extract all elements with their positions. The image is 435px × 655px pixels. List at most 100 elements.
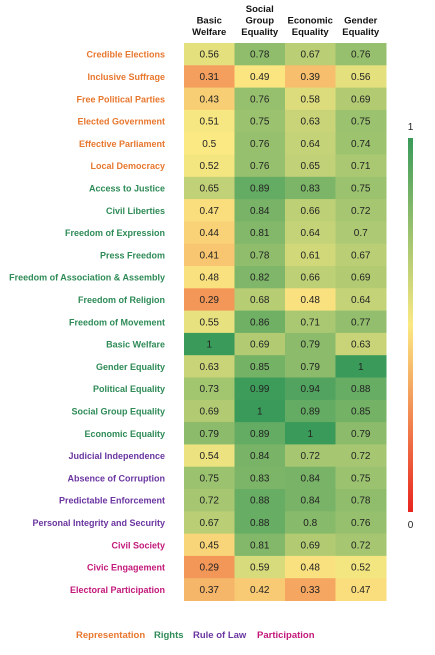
cell-value-label: 0.84 <box>250 451 270 462</box>
cell-value-label: 0.65 <box>200 183 220 194</box>
cell-value-label: 0.63 <box>200 362 220 373</box>
cell-value-label: 0.71 <box>301 317 321 328</box>
heatmap-cell <box>234 332 286 356</box>
color-scale-min-label: 0 <box>408 520 414 531</box>
heatmap-cell <box>285 65 336 89</box>
heatmap-cell <box>234 176 286 200</box>
cell-value-label: 0.81 <box>250 540 270 551</box>
cell-value-label: 0.88 <box>250 496 270 507</box>
cell-value-label: 0.86 <box>250 317 270 328</box>
heatmap-cell <box>335 399 387 423</box>
cell-value-label: 0.76 <box>351 518 371 529</box>
cell-value-label: 0.48 <box>200 273 220 284</box>
heatmap-cell <box>285 132 336 155</box>
cell-value-label: 0.74 <box>351 139 371 150</box>
heatmap-cell <box>234 377 286 401</box>
column-header-line: Social <box>246 4 274 15</box>
column-header-line: Welfare <box>192 27 226 38</box>
cell-value-label: 0.79 <box>200 429 220 440</box>
cell-value-label: 0.39 <box>301 72 321 83</box>
cell-value-label: 0.56 <box>351 72 371 83</box>
heatmap-cell <box>234 288 286 312</box>
cell-value-label: 0.61 <box>301 250 321 261</box>
heatmap-cell <box>335 199 387 222</box>
heatmap-cell <box>234 578 286 601</box>
heatmap-cell <box>335 310 387 334</box>
legend-item: Representation <box>76 630 145 641</box>
column-header-line: Basic <box>197 16 222 27</box>
heatmap-cell <box>335 422 387 445</box>
heatmap-cell <box>234 555 286 579</box>
cell-value-label: 0.72 <box>200 496 220 507</box>
heatmap-cell <box>234 221 286 245</box>
cell-value-label: 0.76 <box>351 50 371 61</box>
column-header-line: Equality <box>241 27 279 38</box>
row-label: Electoral Participation <box>70 585 165 595</box>
column-header: Basic Welfare <box>192 16 226 39</box>
cell-value-label: 0.29 <box>200 295 220 306</box>
cell-value-label: 0.7 <box>354 228 368 239</box>
cell-value-label: 0.66 <box>301 206 321 217</box>
cell-value-label: 0.72 <box>351 540 371 551</box>
cell-value-label: 0.52 <box>351 563 371 574</box>
legend-item: Participation <box>257 630 315 641</box>
cell-value-label: 0.54 <box>200 451 220 462</box>
legend-item: Rights <box>154 630 184 641</box>
heatmap-cell <box>285 466 336 490</box>
cell-value-label: 0.69 <box>351 273 371 284</box>
heatmap-cell <box>184 266 235 289</box>
heatmap-cell <box>335 65 387 89</box>
cell-value-label: 1 <box>206 340 212 351</box>
heatmap-cell <box>184 555 235 579</box>
cell-value-label: 0.69 <box>301 540 321 551</box>
heatmap-cell <box>335 43 387 66</box>
cell-value-label: 0.49 <box>250 72 270 83</box>
cell-value-label: 0.89 <box>250 183 270 194</box>
heatmap-cell <box>234 422 286 445</box>
heatmap-cell <box>234 489 286 512</box>
cell-value-label: 0.72 <box>351 206 371 217</box>
heatmap-cell <box>234 355 286 378</box>
heatmap-cell <box>184 511 235 535</box>
heatmap-cell <box>184 87 235 111</box>
heatmap-cell <box>285 555 336 579</box>
heatmap-cell <box>234 43 286 66</box>
cell-value-label: 0.85 <box>250 362 270 373</box>
column-header-line: Equality <box>342 27 380 38</box>
heatmap-cell <box>184 399 235 423</box>
heatmap-cell <box>285 154 336 178</box>
heatmap-cell <box>335 266 387 289</box>
row-label: Effective Parliament <box>79 139 165 149</box>
row-label: Civil Liberties <box>106 206 165 216</box>
cell-value-label: 0.76 <box>250 139 270 150</box>
cell-value-label: 0.47 <box>351 585 371 596</box>
heatmap-cell <box>285 199 336 222</box>
cell-value-label: 1 <box>257 406 263 417</box>
heatmap-cell <box>234 511 286 535</box>
cell-value-label: 0.64 <box>301 228 321 239</box>
heatmap-cell <box>335 221 387 245</box>
heatmap-cell <box>234 87 286 111</box>
row-label: Press Freedom <box>100 250 165 260</box>
cell-value-label: 1 <box>307 429 313 440</box>
heatmap-cell <box>285 578 336 601</box>
cell-value-label: 0.58 <box>301 94 321 105</box>
row-label: Absence of Corruption <box>67 473 165 483</box>
row-label: Freedom of Movement <box>69 317 165 327</box>
heatmap-cell <box>234 310 286 334</box>
heatmap-cell <box>285 310 336 334</box>
cell-value-label: 0.75 <box>200 473 220 484</box>
heatmap-cell <box>335 154 387 178</box>
heatmap-cell <box>285 355 336 378</box>
heatmap-cell <box>234 199 286 222</box>
heatmap-cell <box>184 176 235 200</box>
cell-value-label: 0.76 <box>250 94 270 105</box>
heatmap-cell <box>285 332 336 356</box>
cell-value-label: 0.84 <box>301 496 321 507</box>
row-label: Free Political Parties <box>76 94 165 104</box>
row-label: Credible Elections <box>86 50 165 60</box>
row-label: Social Group Equality <box>71 406 165 416</box>
heatmap-cell <box>234 266 286 289</box>
cell-value-label: 0.51 <box>200 117 220 128</box>
cell-value-label: 0.59 <box>250 563 270 574</box>
